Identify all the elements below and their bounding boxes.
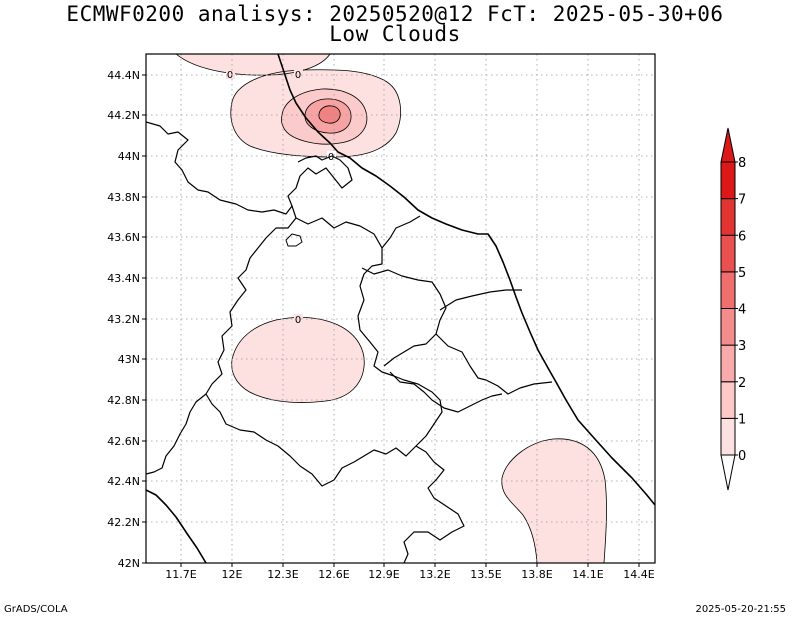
y-tick-label: 43.8N bbox=[107, 191, 140, 204]
cloud-area-southeast bbox=[501, 438, 607, 563]
lake-trasimeno bbox=[285, 233, 303, 247]
y-tick-label: 42.2N bbox=[107, 516, 140, 529]
contour-label: 0 bbox=[227, 70, 233, 81]
colorbar-segment bbox=[720, 198, 736, 236]
x-tick-label: 12.9E bbox=[368, 568, 399, 581]
colorbar-segment bbox=[720, 344, 736, 383]
colorbar-label: 6 bbox=[738, 229, 746, 244]
province-boundary-1 bbox=[361, 267, 447, 367]
x-tick-label: 13.5E bbox=[470, 568, 501, 581]
cloud-area-north-level4 bbox=[318, 105, 341, 124]
y-axis-labels: 42N 42.2N 42.4N 42.6N 42.8N 43N 43.2N 43… bbox=[107, 69, 140, 570]
y-tick-label: 43N bbox=[118, 353, 140, 366]
y-tick-label: 43.6N bbox=[107, 231, 140, 244]
cloud-shading bbox=[176, 54, 607, 563]
y-tick-label: 42.8N bbox=[107, 394, 140, 407]
footer-credit: GrADS/COLA bbox=[4, 604, 68, 615]
colorbar-segment bbox=[720, 234, 736, 273]
contour-north-1 bbox=[281, 88, 368, 145]
y-tick-label: 44N bbox=[118, 150, 140, 163]
province-boundary-4 bbox=[389, 371, 503, 413]
y-tick-label: 42N bbox=[118, 557, 140, 570]
colorbar-label: 5 bbox=[738, 266, 746, 281]
province-boundary-3 bbox=[435, 333, 553, 395]
contour-label: 0 bbox=[295, 315, 301, 326]
x-tick-label: 12.3E bbox=[267, 568, 298, 581]
plot-frame bbox=[145, 53, 656, 564]
footer-timestamp: 2025-05-20-21:55 bbox=[695, 604, 786, 615]
y-tick-label: 42.6N bbox=[107, 435, 140, 448]
region-boundary-north bbox=[146, 121, 353, 215]
x-tick-label: 12.6E bbox=[318, 568, 349, 581]
x-tick-label: 14.4E bbox=[623, 568, 654, 581]
y-tick-label: 43.4N bbox=[107, 272, 140, 285]
colorbar-segment bbox=[720, 308, 736, 346]
cloud-area-northwest bbox=[176, 54, 330, 76]
colorbar-segment bbox=[720, 381, 736, 419]
colorbar: 0 1 2 3 4 5 6 7 8 bbox=[720, 127, 746, 491]
contour-southeast-0 bbox=[501, 438, 607, 563]
colorbar-label: 7 bbox=[738, 193, 746, 208]
province-boundary-2 bbox=[439, 289, 522, 311]
colorbar-label: 1 bbox=[738, 412, 746, 427]
region-boundary-inner bbox=[295, 217, 383, 249]
chart-subtitle: Low Clouds bbox=[329, 22, 461, 46]
region-boundary-south bbox=[403, 445, 465, 563]
colorbar-label: 3 bbox=[738, 339, 746, 354]
contour-label: 0 bbox=[295, 70, 301, 81]
colorbar-segment bbox=[720, 417, 736, 456]
x-tick-label: 12E bbox=[222, 568, 243, 581]
region-boundary-west bbox=[146, 393, 207, 475]
y-tick-label: 44.4N bbox=[107, 69, 140, 82]
x-tick-label: 13.2E bbox=[419, 568, 450, 581]
colorbar-label: 0 bbox=[738, 449, 746, 464]
cloud-area-central bbox=[231, 317, 365, 403]
boundaries bbox=[146, 54, 655, 563]
x-axis-labels: 11.7E 12E 12.3E 12.6E 12.9E 13.2E 13.5E … bbox=[165, 568, 654, 581]
x-tick-label: 14.1E bbox=[572, 568, 603, 581]
colorbar-segment bbox=[720, 161, 736, 200]
axis-ticks bbox=[142, 74, 640, 567]
contour-northwest-0 bbox=[175, 54, 331, 76]
chart-title: ECMWF0200 analisys: 20250520@12 FcT: 202… bbox=[66, 2, 724, 26]
region-boundary-marche-umbria bbox=[205, 205, 443, 487]
y-tick-label: 44.2N bbox=[107, 109, 140, 122]
contour-central-0 bbox=[231, 317, 365, 403]
x-tick-label: 13.8E bbox=[521, 568, 552, 581]
contour-north-3 bbox=[318, 105, 341, 124]
x-tick-label: 11.7E bbox=[165, 568, 196, 581]
colorbar-label: 8 bbox=[738, 156, 746, 171]
contour-label: 0 bbox=[328, 152, 334, 163]
y-tick-label: 43.2N bbox=[107, 313, 140, 326]
colorbar-segment bbox=[720, 454, 736, 491]
coastline bbox=[277, 54, 655, 506]
y-tick-label: 42.4N bbox=[107, 475, 140, 488]
colorbar-segment bbox=[720, 127, 736, 163]
colorbar-label: 4 bbox=[738, 303, 746, 318]
colorbar-label: 2 bbox=[738, 376, 746, 391]
coastline-south bbox=[146, 489, 207, 563]
colorbar-segment bbox=[720, 271, 736, 309]
